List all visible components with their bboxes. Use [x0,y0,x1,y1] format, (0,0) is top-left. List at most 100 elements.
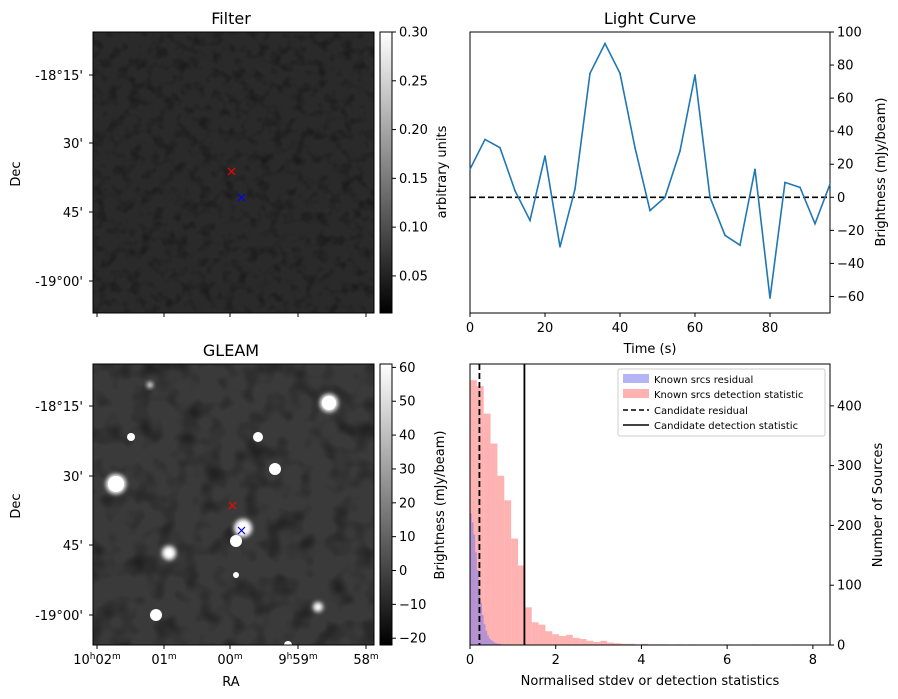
gleam-bright-sources [106,382,338,649]
histogram-panel: 0 2 4 6 8 0 100 200 300 400 Normalised stdev or d… [466,363,886,689]
lightcurve-point [724,234,726,237]
lightcurve-point [769,297,771,299]
histogram-bar-residual [471,522,474,645]
filter-colorbar-tick-label: 0.20 [399,123,428,138]
lightcurve-point [499,146,501,149]
histogram-bar-residual [494,642,496,645]
gleam-xlabel: RA [222,675,240,690]
gleam-colorbar-tick-label: 20 [399,496,416,511]
histogram-bar-detection [572,637,580,645]
gleam-dec-tick-label: 45' [63,539,83,554]
lightcurve-point [619,72,621,75]
histogram-ytick-label: 0 [837,639,845,654]
histogram-bar-residual [480,603,482,645]
histogram-bar-detection [511,538,518,645]
histogram-bar-detection [497,475,505,645]
histogram-bar-detection [504,500,512,645]
gleam-ra-tick-label: 9h59m [278,652,317,668]
histogram-bar-detection [641,643,649,645]
lightcurve-point [529,219,531,222]
lightcurve-ytick-label: −20 [837,224,864,239]
histogram-bar-residual [483,624,486,645]
histogram-bar-detection [566,634,573,645]
lightcurve-point [634,146,636,149]
gleam-marker-blue [237,526,246,535]
gleam-source [150,609,162,621]
filter-colorbar-tick-label: 0.05 [399,269,428,284]
histogram-frame [469,363,831,646]
histogram-xlabel: Normalised stdev or detection statistics [521,674,780,689]
gleam-colorbar: −20 −10 0 10 20 30 40 50 60 Brightness (mJy/beam… [379,361,448,647]
lightcurve-series-line [469,41,831,299]
histogram-bar-detection [586,640,594,645]
gleam-ra-tick-label: 00m [217,652,242,668]
lightcurve-ytick-label: 60 [837,92,854,107]
histogram-xtick-label: 8 [809,653,817,668]
histogram-ylabel: Number of Sources [871,443,886,568]
gleam-source [108,476,124,492]
histogram-bar-detection [552,634,560,645]
lightcurve-point [694,74,696,76]
filter-dec-tick-label: -18°15' [35,69,83,84]
histogram-bar-residual [492,641,494,645]
gleam-source [162,546,176,560]
lightcurve-title: Light Curve [604,9,696,28]
histogram-bar-detection [470,380,477,645]
gleam-source [234,519,252,537]
gleam-colorbar-scale [379,363,393,646]
histogram-bar-detection [524,607,532,645]
filter-panel: Filter Dec -18°15' 30' 45' -19°00' [9,9,375,317]
filter-marker-blue [237,193,246,202]
lightcurve-xtick-label: 20 [537,321,554,336]
legend-swatch-detection [623,389,649,398]
histogram-xtick-label: 2 [552,653,560,668]
histogram-bar-detection [607,642,614,645]
histogram-bar-residual [470,513,472,645]
lightcurve-point [469,168,471,170]
histogram-bar-residual [473,534,476,645]
gleam-source [233,572,239,578]
filter-image-frame [92,31,375,314]
lightcurve-point [799,186,801,189]
histogram-plot: 0 2 4 6 8 0 100 200 300 400 [466,364,862,668]
histogram-ytick-label: 400 [837,399,862,414]
histogram-legend: Known srcs residual Known srcs detection… [617,368,826,437]
histogram-bar-detection [614,643,621,645]
histogram-bar-residual [475,552,477,645]
histogram-bar-detection [476,386,484,645]
gleam-axis-ticks [89,405,367,649]
lightcurve-ytick-label: 80 [837,59,854,74]
gleam-source [147,382,153,388]
lightcurve-frame [469,31,831,314]
filter-ylabel: Dec [9,161,24,186]
gleam-colorbar-label: Brightness (mJy/beam) [433,431,448,580]
histogram-bar-detection [600,640,608,645]
gleam-marker-red [228,501,237,510]
gleam-dec-tick-label: -19°00' [35,609,83,624]
histogram-bar-residual [488,638,491,645]
legend-swatch-residual [623,374,649,383]
gleam-ra-tick-label: 10h02m [73,652,121,668]
histogram-bar-residual [476,570,479,645]
lightcurve-point [679,150,681,152]
histogram-bar-detection [579,639,587,645]
histogram-bar-detection [627,643,635,645]
gleam-source [127,433,135,441]
histogram-bar-detection [531,622,539,645]
lightcurve-xtick-label: 80 [762,321,779,336]
gleam-colorbar-tick-label: −10 [399,598,426,613]
gleam-ra-tick-label: 01m [151,652,176,668]
histogram-bar-residual [497,643,500,645]
filter-colorbar-scale [379,31,393,314]
histogram-ytick-label: 200 [837,519,862,534]
lightcurve-xtick-label: 40 [612,321,629,336]
histogram-bar-residual [490,640,493,645]
filter-dec-tick-label: -19°00' [35,275,83,290]
lightcurve-xtick-label: 60 [687,321,704,336]
gleam-ylabel: Dec [9,493,24,518]
lightcurve-point [754,168,756,170]
histogram-bar-detection [483,413,491,645]
legend-label: Candidate residual [654,406,748,417]
filter-colorbar-tick-label: 0.30 [399,26,428,41]
